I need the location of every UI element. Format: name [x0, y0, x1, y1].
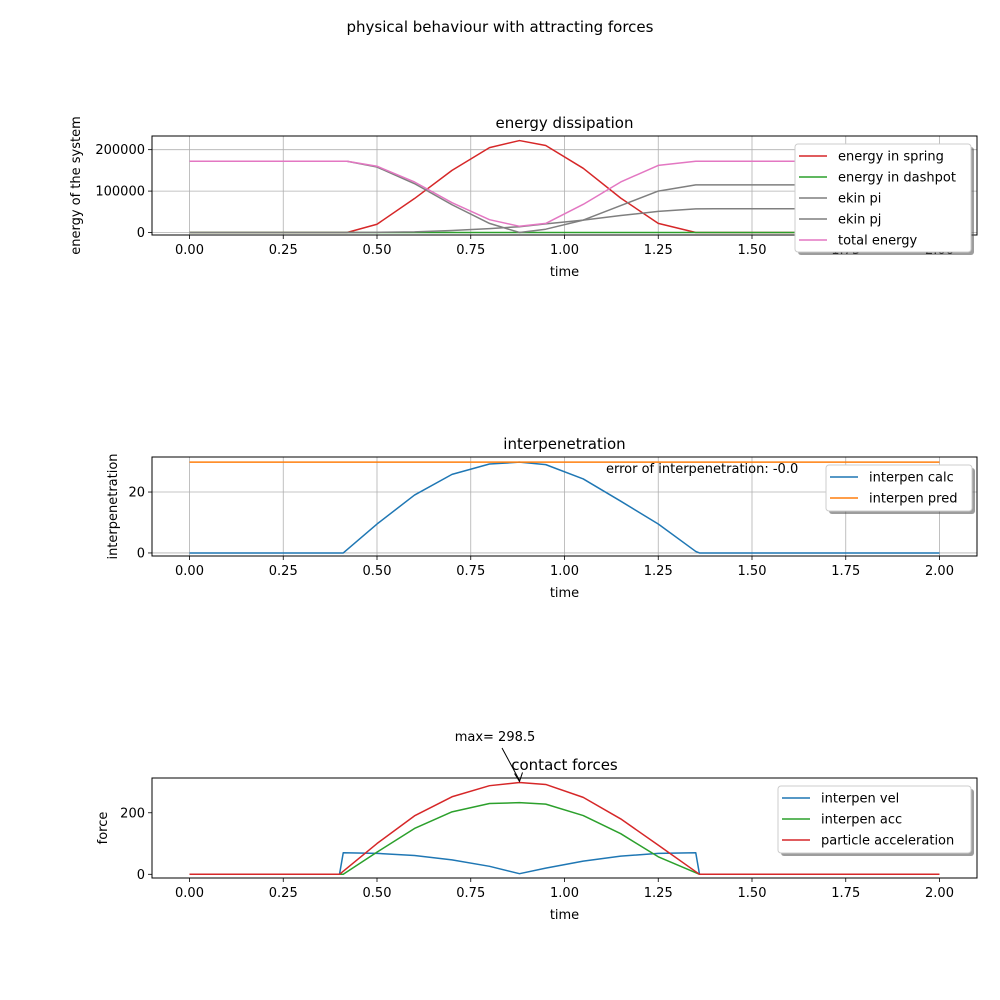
legend: energy in spring energy in dashpot ekin pi…	[794, 143, 974, 255]
x-tick-label: 0.75	[456, 564, 485, 579]
legend-box	[794, 143, 972, 253]
series-line-4	[189, 160, 940, 234]
legend-label-4: ekin pj	[838, 213, 881, 228]
x-tick-label: 1.25	[644, 243, 673, 258]
x-tick-label: 1.00	[550, 243, 579, 258]
x-axis-label: time	[550, 908, 579, 923]
panels: 0.00 0.25 0.50 0.75 1.00 1.25 1.50 1.75 2.00 0 100…	[69, 114, 978, 923]
x-tick-label: 0.50	[363, 564, 392, 579]
legend-box	[777, 785, 972, 854]
legend: interpen vel interpen acc particle acceler…	[777, 785, 974, 856]
x-tick-label: 0.50	[363, 886, 392, 901]
legend-label-2: energy in dashpot	[838, 171, 956, 186]
x-tick-label: 2.00	[925, 564, 954, 579]
x-tick-label: 1.75	[831, 886, 860, 901]
max-annotation: max= 298.5	[455, 730, 536, 745]
x-tick-label: 0.50	[363, 243, 392, 258]
chart-panel-1: 0.000.250.500.751.001.251.501.752.000100…	[69, 114, 978, 280]
y-tick-label: 20	[128, 486, 145, 501]
series-line-2	[189, 801, 940, 876]
x-tick-label: 0.75	[456, 886, 485, 901]
x-tick-label: 1.25	[644, 886, 673, 901]
x-tick-label: 0.00	[175, 886, 204, 901]
y-tick-label: 100000	[95, 185, 145, 200]
x-tick-label: 1.50	[738, 564, 767, 579]
x-axis-label: time	[550, 265, 579, 280]
panel-title: contact forces	[511, 756, 618, 774]
x-tick-label: 1.00	[550, 564, 579, 579]
y-axis-label: interpenetration	[106, 453, 121, 559]
series-line-1	[189, 461, 940, 554]
legend: interpen calc interpen pred	[825, 464, 975, 514]
panel-title: energy dissipation	[496, 114, 634, 132]
figure-title: physical behaviour with attracting force…	[347, 18, 654, 36]
y-tick-label: 0	[137, 546, 145, 561]
legend-label-1: interpen vel	[821, 792, 899, 807]
y-tick-label: 200000	[95, 143, 145, 158]
legend-label-1: interpen calc	[869, 471, 954, 486]
x-tick-label: 0.00	[175, 243, 204, 258]
y-tick-label: 0	[137, 868, 145, 883]
series-line-1	[189, 852, 940, 876]
legend-label-3: particle acceleration	[821, 834, 954, 849]
x-tick-label: 0.25	[269, 886, 298, 901]
series-line-5	[189, 160, 940, 228]
x-tick-label: 0.75	[456, 243, 485, 258]
y-tick-label: 200	[120, 806, 145, 821]
x-tick-label: 1.75	[831, 564, 860, 579]
x-tick-label: 1.00	[550, 886, 579, 901]
legend-label-2: interpen acc	[821, 813, 902, 828]
chart-panel-3: 0.00 0.25 0.50 0.75 1.00 1.25 1.50 1.75 2.00 0 200…	[96, 730, 978, 923]
x-tick-label: 2.00	[925, 886, 954, 901]
series-line-1	[189, 139, 940, 234]
error-annotation: error of interpenetration: -0.0	[606, 462, 798, 477]
panel-title: interpenetration	[503, 435, 625, 453]
x-axis-label: time	[550, 586, 579, 601]
x-tick-label: 1.25	[644, 564, 673, 579]
y-axis-label: energy of the system	[69, 116, 84, 255]
y-axis-label: force	[96, 812, 111, 845]
x-tick-label: 0.25	[269, 243, 298, 258]
series-line-3	[189, 781, 940, 876]
legend-label-1: energy in spring	[838, 150, 944, 165]
legend-box	[825, 464, 973, 512]
legend-label-3: ekin pi	[838, 192, 881, 207]
annotation-arrowhead	[514, 772, 523, 783]
x-tick-label: 0.00	[175, 564, 204, 579]
legend-label-2: interpen pred	[869, 492, 957, 507]
x-tick-label: 1.50	[738, 886, 767, 901]
annotation-arrow	[501, 747, 520, 781]
x-tick-label: 1.50	[738, 243, 767, 258]
chart-panel-2: 0.00 0.25 0.50 0.75 1.00 1.25 1.50 1.75 2.00 0 20 i…	[106, 435, 978, 601]
legend-label-5: total energy	[838, 234, 917, 249]
y-tick-label: 0	[137, 226, 145, 241]
x-tick-label: 0.25	[269, 564, 298, 579]
